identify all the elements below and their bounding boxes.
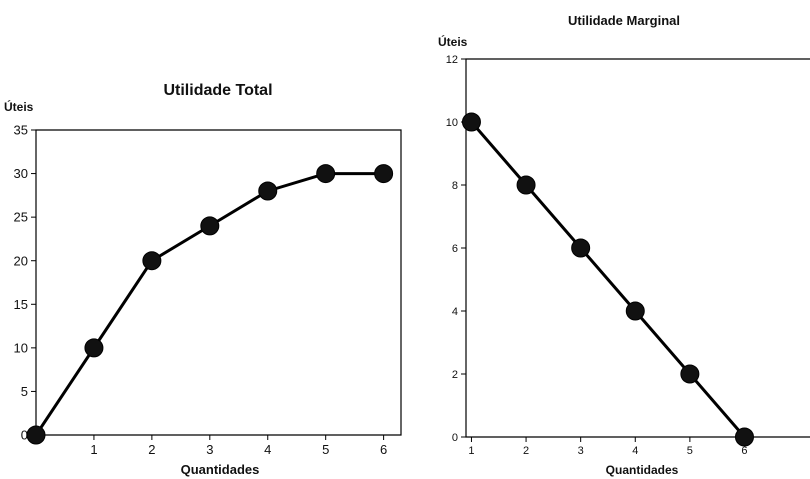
y-tick-label: 8	[452, 180, 458, 192]
x-tick-label: 1	[468, 445, 474, 457]
data-point	[200, 216, 220, 236]
plot-frame	[465, 58, 810, 438]
y-tick-label: 20	[14, 253, 28, 268]
series-line	[34, 172, 384, 436]
series-line	[470, 121, 746, 438]
data-point	[84, 338, 104, 358]
y-tick-label: 10	[446, 117, 458, 129]
y-tick-label: 15	[14, 297, 28, 312]
y-tick-label: 12	[446, 54, 458, 66]
y-tick-label: 2	[452, 369, 458, 381]
x-tick-label: 5	[687, 445, 693, 457]
x-tick-label: 4	[264, 442, 271, 457]
x-tick-label: 6	[380, 442, 387, 457]
y-tick-label: 25	[14, 210, 28, 225]
chart-total-xlabel: Quantidades	[181, 462, 260, 477]
data-point	[316, 164, 336, 184]
data-point	[516, 175, 536, 195]
x-tick-label: 4	[632, 445, 638, 457]
y-tick-label: 5	[21, 384, 28, 399]
chart-total: 0 5 10 15 20 25 30 35 1 2 3 4 5 6	[14, 123, 402, 457]
data-point	[142, 251, 162, 271]
data-point	[680, 364, 700, 384]
chart-marginal-xlabel: Quantidades	[606, 463, 679, 477]
x-tick-label: 3	[578, 445, 584, 457]
data-point	[625, 301, 645, 321]
x-tick-label: 1	[90, 442, 97, 457]
data-point	[258, 181, 278, 201]
y-tick-label: 0	[452, 432, 458, 444]
x-tick-label: 2	[148, 442, 155, 457]
x-tick-label: 2	[523, 445, 529, 457]
data-point	[571, 238, 591, 258]
y-tick-label: 4	[452, 306, 458, 318]
y-tick-label: 10	[14, 340, 28, 355]
data-point	[734, 427, 754, 447]
chart-marginal-ylabel: Úteis	[438, 34, 468, 49]
data-point	[461, 112, 481, 132]
plot-frame	[35, 129, 402, 436]
y-tick-label: 6	[452, 243, 458, 255]
chart-marginal-title: Utilidade Marginal	[568, 13, 680, 28]
data-point	[374, 164, 394, 184]
y-tick-label: 35	[14, 123, 28, 138]
x-tick-label: 3	[206, 442, 213, 457]
chart-total-title: Utilidade Total	[163, 82, 272, 99]
chart-total-ylabel: Úteis	[4, 99, 34, 114]
data-point	[26, 425, 46, 445]
y-tick-label: 0	[21, 428, 28, 443]
x-tick-label: 6	[741, 445, 747, 457]
x-tick-label: 5	[322, 442, 329, 457]
y-tick-label: 30	[14, 166, 28, 181]
